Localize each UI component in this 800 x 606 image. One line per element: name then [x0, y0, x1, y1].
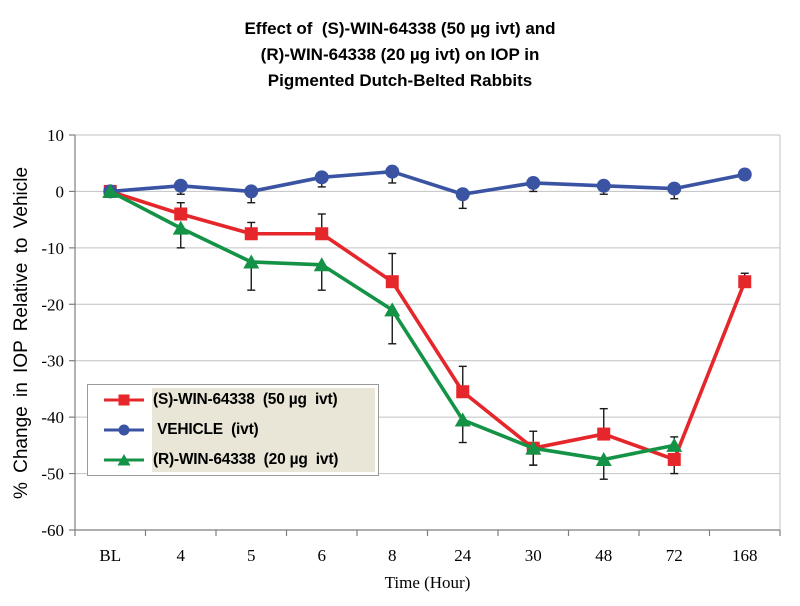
- x-tick-label: 48: [595, 546, 612, 565]
- data-point-marker: [526, 175, 541, 190]
- chart-title: Effect of (S)-WIN-64338 (50 µg ivt) and …: [0, 16, 800, 94]
- data-point-marker: [666, 437, 683, 452]
- x-tick-label: 72: [666, 546, 683, 565]
- data-point-marker: [172, 220, 189, 235]
- data-point-marker: [315, 227, 329, 241]
- data-point-marker: [384, 302, 401, 317]
- y-tick-label: -60: [41, 521, 64, 540]
- data-point-marker: [595, 451, 612, 466]
- legend-marker-shape: [118, 394, 130, 406]
- data-point-marker: [173, 178, 188, 193]
- red-square-marker-icon: [104, 394, 144, 406]
- data-point-marker: [244, 227, 258, 241]
- legend-marker-shape: [118, 424, 130, 436]
- x-tick-label: 6: [318, 546, 327, 565]
- x-tick-label: 5: [247, 546, 256, 565]
- blue-circle-marker-icon: [104, 424, 144, 436]
- series-line-1: [108, 169, 747, 197]
- legend-item-r-win: (R)-WIN-64338 (20 µg ivt): [88, 445, 378, 475]
- y-tick-label: -40: [41, 408, 64, 427]
- data-point-marker: [667, 452, 681, 466]
- legend-label-vehicle: VEHICLE (ivt): [153, 421, 259, 438]
- data-point-marker: [455, 187, 470, 202]
- data-point-marker: [314, 170, 329, 185]
- y-axis-title: % Change in IOP Relative to Vehicle: [11, 166, 32, 500]
- data-point-marker: [737, 167, 752, 182]
- x-tick-label: 24: [454, 546, 472, 565]
- x-tick-label: 168: [732, 546, 758, 565]
- x-axis-title: Time (Hour): [384, 573, 471, 592]
- chart-title-line-1: Effect of (S)-WIN-64338 (50 µg ivt) and: [244, 19, 556, 38]
- y-tick-label: 0: [56, 182, 65, 201]
- y-tick-label: -30: [41, 352, 64, 371]
- data-point-marker: [385, 275, 399, 289]
- legend-item-s-win: (S)-WIN-64338 (50 µg ivt): [88, 385, 378, 415]
- data-point-marker: [667, 181, 682, 196]
- x-tick-label: 30: [525, 546, 542, 565]
- data-point-marker: [596, 178, 611, 193]
- legend-highlight-background: [152, 388, 375, 472]
- series-line-0: [108, 189, 747, 462]
- x-tick-label: 8: [388, 546, 397, 565]
- data-point-marker: [456, 385, 470, 399]
- y-tick-label: 10: [47, 126, 64, 145]
- data-point-marker: [243, 254, 260, 269]
- chart-title-line-3: Pigmented Dutch-Belted Rabbits: [267, 71, 533, 90]
- green-triangle-marker-icon: [104, 454, 144, 466]
- legend: (S)-WIN-64338 (50 µg ivt) VEHICLE (ivt) …: [87, 384, 379, 476]
- data-point-marker: [525, 440, 542, 455]
- data-point-marker: [385, 164, 400, 179]
- data-point-marker: [102, 183, 119, 198]
- legend-item-vehicle: VEHICLE (ivt): [88, 415, 378, 445]
- chart-title-line-2: (R)-WIN-64338 (20 µg ivt) on IOP in: [260, 45, 540, 64]
- data-point-marker: [597, 427, 611, 441]
- y-tick-label: -10: [41, 239, 64, 258]
- y-tick-label: -50: [41, 465, 64, 484]
- data-point-marker: [313, 257, 330, 272]
- y-tick-label: -20: [41, 295, 64, 314]
- legend-label-s-win: (S)-WIN-64338 (50 µg ivt): [153, 391, 338, 408]
- data-point-marker: [244, 184, 259, 199]
- data-point-marker: [738, 275, 752, 289]
- data-point-marker: [454, 412, 471, 427]
- x-tick-label: 4: [177, 546, 186, 565]
- legend-marker-shape: [117, 454, 131, 466]
- data-point-marker: [174, 207, 188, 221]
- x-tick-label: BL: [99, 546, 121, 565]
- legend-label-r-win: (R)-WIN-64338 (20 µg ivt): [153, 451, 339, 468]
